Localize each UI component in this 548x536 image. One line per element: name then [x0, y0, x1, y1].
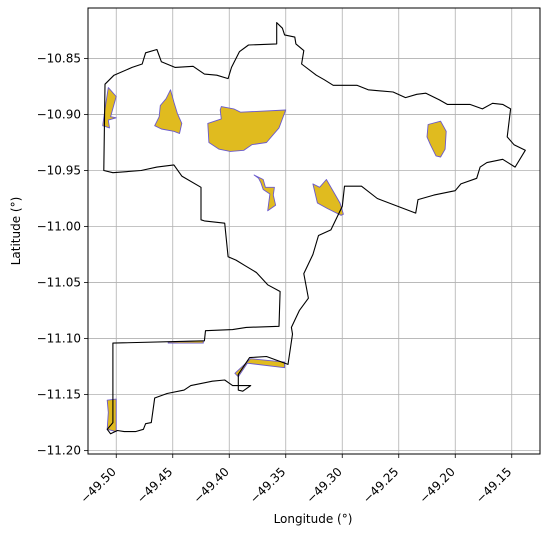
x-tick-label: −49.25	[360, 465, 401, 506]
y-tick-label: −11.00	[37, 220, 81, 234]
y-tick-label: −10.95	[37, 163, 81, 177]
land-patch	[106, 398, 117, 433]
y-tick-label: −11.20	[37, 444, 81, 458]
y-axis-ticks: −10.85 −10.90 −10.95 −11.00 −11.05 −11.10 −11.…	[37, 51, 88, 458]
x-tick-label: −49.35	[247, 465, 288, 506]
plot-frame	[87, 7, 541, 455]
x-tick-label: −49.40	[191, 465, 232, 506]
x-tick-label: −49.45	[134, 465, 175, 506]
x-axis-ticks: −49.50 −49.45 −49.40 −49.35 −49.30 −49.25 −49.…	[78, 454, 514, 506]
x-axis-label: Longitude (°)	[274, 512, 353, 526]
x-tick-label: −49.15	[473, 465, 514, 506]
y-tick-label: −11.05	[37, 276, 81, 290]
y-tick-label: −10.85	[37, 51, 81, 65]
municipality-boundary	[103, 22, 526, 435]
boundary-outline	[103, 22, 526, 435]
land-patch	[154, 89, 183, 134]
land-patch	[426, 120, 447, 158]
land-patch	[312, 179, 344, 216]
y-tick-label: −11.10	[37, 332, 81, 346]
y-tick-label: −10.90	[37, 107, 81, 121]
x-tick-label: −49.30	[304, 465, 345, 506]
x-tick-label: −49.20	[417, 465, 458, 506]
land-patch	[253, 174, 277, 212]
x-tick-label: −49.50	[78, 465, 119, 506]
y-axis-label: Latitude (°)	[9, 197, 23, 266]
y-tick-label: −11.15	[37, 388, 81, 402]
land-patches	[102, 87, 447, 433]
land-patch	[207, 106, 287, 152]
grid-lines	[88, 8, 540, 454]
